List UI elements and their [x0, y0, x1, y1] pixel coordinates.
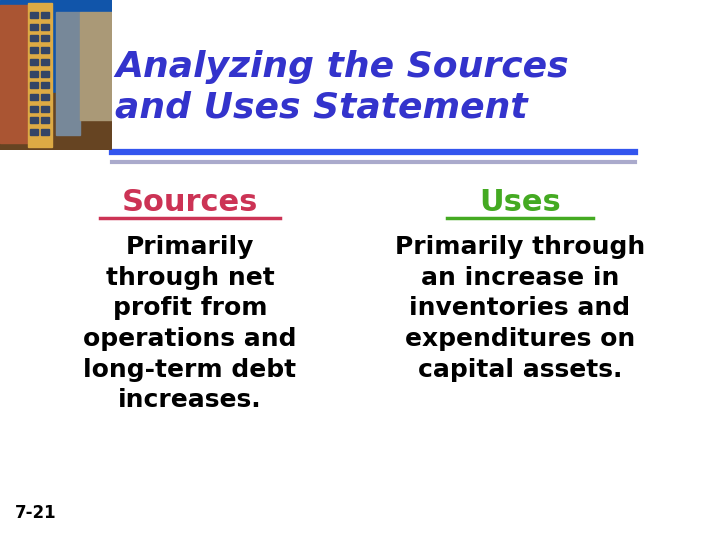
Bar [30, 94, 38, 100]
Bar [30, 82, 38, 88]
Bar [41, 129, 49, 135]
Bar [30, 129, 38, 135]
Bar [56, 12, 81, 135]
Bar [41, 71, 49, 77]
Bar [41, 94, 49, 100]
Bar [30, 71, 38, 77]
Text: Uses: Uses [479, 188, 561, 217]
Bar [30, 117, 38, 124]
Bar [28, 3, 53, 147]
Bar [41, 59, 49, 65]
Text: Primarily through
an increase in
inventories and
expenditures on
capital assets.: Primarily through an increase in invento… [395, 235, 645, 382]
Bar [0, 0, 112, 98]
Bar [30, 36, 38, 42]
Bar [0, 93, 112, 150]
Bar [41, 24, 49, 30]
Bar [41, 117, 49, 124]
Bar [81, 12, 112, 120]
Bar [30, 12, 38, 18]
Bar [0, 4, 31, 143]
Text: Primarily
through net
profit from
operations and
long-term debt
increases.: Primarily through net profit from operat… [84, 235, 297, 412]
Text: 7-21: 7-21 [15, 504, 57, 522]
Bar [41, 36, 49, 42]
Bar [30, 24, 38, 30]
Bar [41, 106, 49, 112]
Bar [41, 47, 49, 53]
Text: Analyzing the Sources
and Uses Statement: Analyzing the Sources and Uses Statement [115, 50, 569, 125]
Bar [41, 82, 49, 88]
Bar [30, 47, 38, 53]
Bar [30, 59, 38, 65]
Text: Sources: Sources [122, 188, 258, 217]
Bar [30, 106, 38, 112]
Bar [41, 12, 49, 18]
